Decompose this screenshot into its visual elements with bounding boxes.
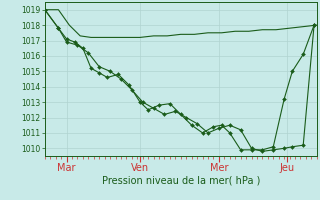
X-axis label: Pression niveau de la mer( hPa ): Pression niveau de la mer( hPa ) <box>102 176 260 186</box>
